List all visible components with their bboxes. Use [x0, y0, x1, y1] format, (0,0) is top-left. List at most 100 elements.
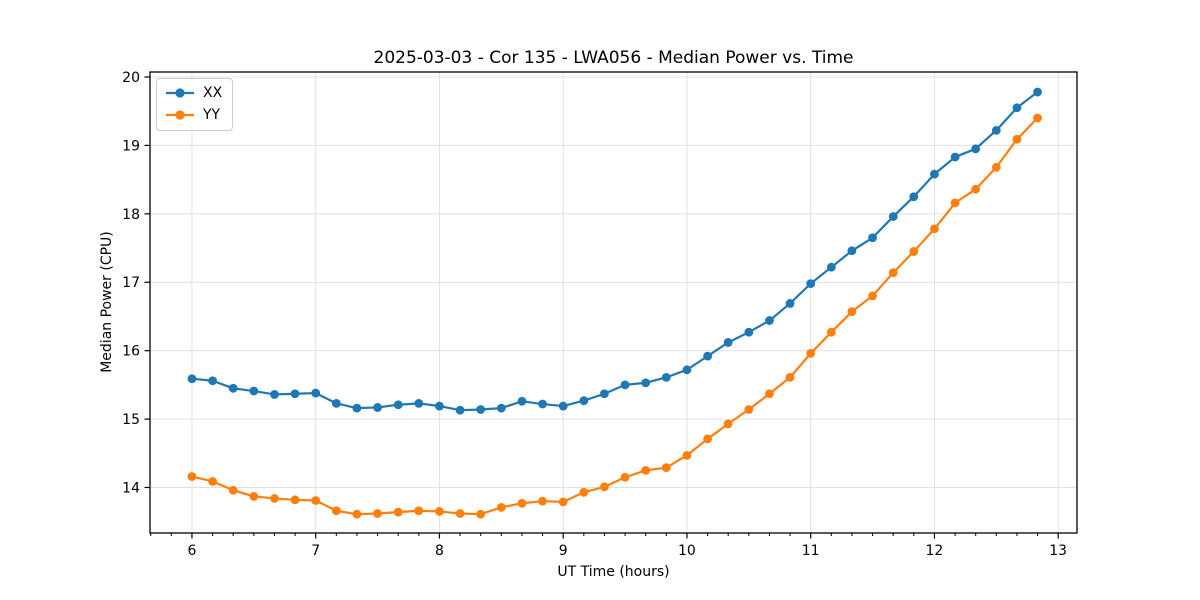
x-tick-label: 7 — [311, 543, 320, 559]
data-point-yy — [723, 419, 733, 429]
data-point-xx — [682, 365, 692, 375]
data-point-yy — [311, 496, 321, 505]
data-point-yy — [826, 327, 836, 337]
data-point-xx — [290, 389, 300, 399]
data-point-yy — [579, 487, 589, 497]
y-tick-label: 20 — [122, 70, 140, 86]
data-point-yy — [455, 509, 465, 518]
y-tick-label: 17 — [122, 275, 140, 291]
data-point-yy — [971, 184, 981, 194]
data-point-xx — [435, 401, 444, 411]
data-point-xx — [888, 212, 898, 221]
plot-border — [149, 71, 1078, 534]
data-point-xx — [311, 388, 321, 398]
data-point-xx — [476, 405, 486, 414]
data-point-xx — [558, 401, 568, 411]
data-point-yy — [703, 434, 713, 444]
data-point-xx — [352, 403, 362, 413]
y-tick-label: 14 — [122, 481, 140, 497]
data-point-xx — [930, 169, 939, 179]
data-point-xx — [455, 405, 465, 415]
data-point-yy — [270, 494, 279, 503]
data-point-xx — [909, 192, 919, 202]
data-point-yy — [517, 498, 527, 508]
legend-label-xx: XX — [203, 85, 223, 101]
data-point-xx — [270, 390, 279, 399]
x-tick-label: 13 — [1049, 543, 1067, 559]
data-point-xx — [765, 316, 774, 325]
data-point-yy — [393, 507, 403, 517]
x-tick-label: 8 — [435, 543, 444, 559]
data-point-yy — [538, 496, 547, 506]
x-tick-label: 6 — [187, 543, 196, 559]
data-point-yy — [682, 450, 692, 460]
data-point-xx — [971, 144, 981, 154]
data-point-xx — [744, 327, 754, 337]
legend-item-yy: YY — [165, 106, 222, 124]
data-point-xx — [393, 400, 403, 410]
data-point-yy — [1033, 113, 1042, 123]
data-point-yy — [373, 509, 382, 518]
data-point-yy — [888, 268, 898, 278]
data-point-xx — [868, 233, 877, 243]
data-point-yy — [558, 497, 568, 507]
y-axis-label: Median Power (CPU) — [99, 231, 115, 373]
data-point-yy — [909, 247, 919, 256]
data-point-yy — [600, 482, 609, 492]
legend-line-marker-icon — [166, 88, 194, 98]
y-tick-label: 19 — [122, 138, 140, 154]
data-point-yy — [208, 476, 218, 486]
data-point-xx — [496, 403, 506, 413]
data-point-xx — [414, 398, 424, 408]
legend: XX YY — [156, 78, 234, 131]
x-tick-label: 12 — [926, 543, 944, 559]
data-point-xx — [187, 374, 197, 384]
data-point-yy — [352, 509, 362, 519]
data-point-xx — [1033, 87, 1042, 97]
data-point-yy — [1012, 134, 1022, 144]
series-line-yy — [191, 117, 1039, 516]
data-point-xx — [538, 399, 547, 409]
chart-title: 2025-03-03 - Cor 135 - LWA056 - Median P… — [373, 48, 854, 68]
data-point-yy — [249, 491, 259, 501]
data-point-yy — [641, 465, 651, 475]
data-point-xx — [373, 403, 382, 412]
x-tick-label: 9 — [559, 543, 568, 559]
x-axis-label: UT Time (hours) — [557, 564, 670, 580]
legend-label-yy: YY — [203, 107, 221, 123]
data-point-yy — [868, 291, 877, 301]
data-point-yy — [435, 507, 444, 516]
data-point-yy — [744, 405, 754, 414]
data-point-xx — [331, 398, 341, 408]
data-point-yy — [228, 485, 238, 495]
data-point-yy — [806, 349, 816, 358]
data-point-xx — [723, 338, 733, 347]
data-point-xx — [517, 396, 527, 406]
data-point-yy — [785, 372, 795, 382]
data-point-yy — [187, 472, 197, 481]
data-point-yy — [290, 495, 300, 505]
data-point-xx — [579, 396, 589, 406]
data-point-xx — [228, 383, 238, 393]
data-point-xx — [208, 376, 218, 386]
data-point-xx — [806, 279, 816, 289]
data-point-yy — [930, 224, 939, 234]
data-point-yy — [661, 463, 671, 473]
data-point-yy — [476, 509, 486, 519]
y-tick-label: 15 — [122, 412, 140, 428]
data-point-yy — [950, 198, 960, 208]
x-tick-label: 11 — [802, 543, 820, 559]
data-point-xx — [785, 299, 795, 308]
data-point-xx — [826, 262, 836, 272]
data-point-xx — [950, 152, 960, 162]
y-tick-label: 16 — [122, 344, 140, 360]
data-point-xx — [991, 125, 1001, 135]
data-point-xx — [703, 351, 713, 361]
data-point-yy — [847, 307, 857, 317]
data-point-xx — [620, 380, 630, 390]
legend-item-xx: XX — [165, 84, 222, 102]
data-point-yy — [496, 502, 506, 512]
data-point-xx — [249, 386, 259, 396]
